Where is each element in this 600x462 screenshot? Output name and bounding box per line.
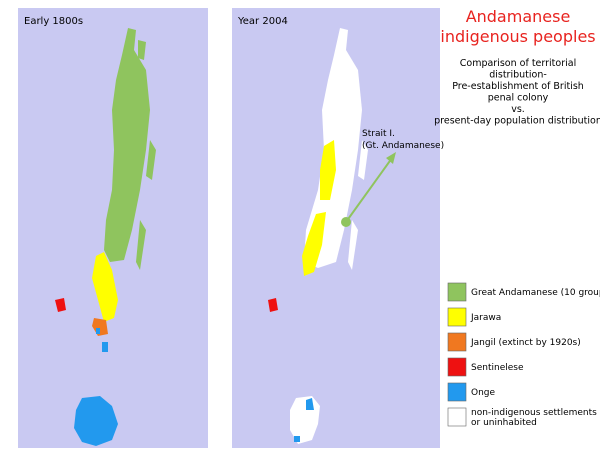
subtitle: vs. [511, 104, 525, 115]
panel-title: Year 2004 [237, 16, 288, 27]
title: Andamanese [466, 7, 571, 26]
annotation: (Gt. Andamanese) [362, 141, 444, 151]
subtitle: Comparison of territorial [460, 58, 576, 69]
panel-title: Early 1800s [24, 16, 83, 27]
legend-swatch [447, 382, 467, 402]
islands-1800s [55, 28, 156, 446]
subtitle: present-day population distribution [434, 116, 600, 127]
legend: Great Andamanese (10 groups) Jarawa Jangil… [447, 282, 600, 428]
title: indigenous peoples [440, 27, 595, 46]
legend-swatch [447, 407, 467, 427]
islands-2004 [268, 28, 396, 444]
annotation: Strait I. [362, 129, 395, 139]
subtitle: penal colony [488, 93, 549, 104]
legend-label: Onge [471, 388, 496, 398]
legend-swatch [447, 357, 467, 377]
legend-label: Sentinelese [471, 363, 524, 373]
legend-label: Great Andamanese (10 groups) [471, 288, 600, 298]
legend-swatch [447, 282, 467, 302]
legend-label: Jangil (extinct by 1920s) [470, 338, 581, 348]
legend-label: or uninhabited [471, 418, 537, 428]
subtitle: Pre-establishment of British [452, 81, 584, 92]
legend-label: non-indigenous settlements [471, 408, 597, 418]
legend-swatch [447, 307, 467, 327]
subtitle: distribution- [489, 70, 547, 81]
legend-swatch [447, 332, 467, 352]
legend-label: Jarawa [470, 313, 501, 323]
